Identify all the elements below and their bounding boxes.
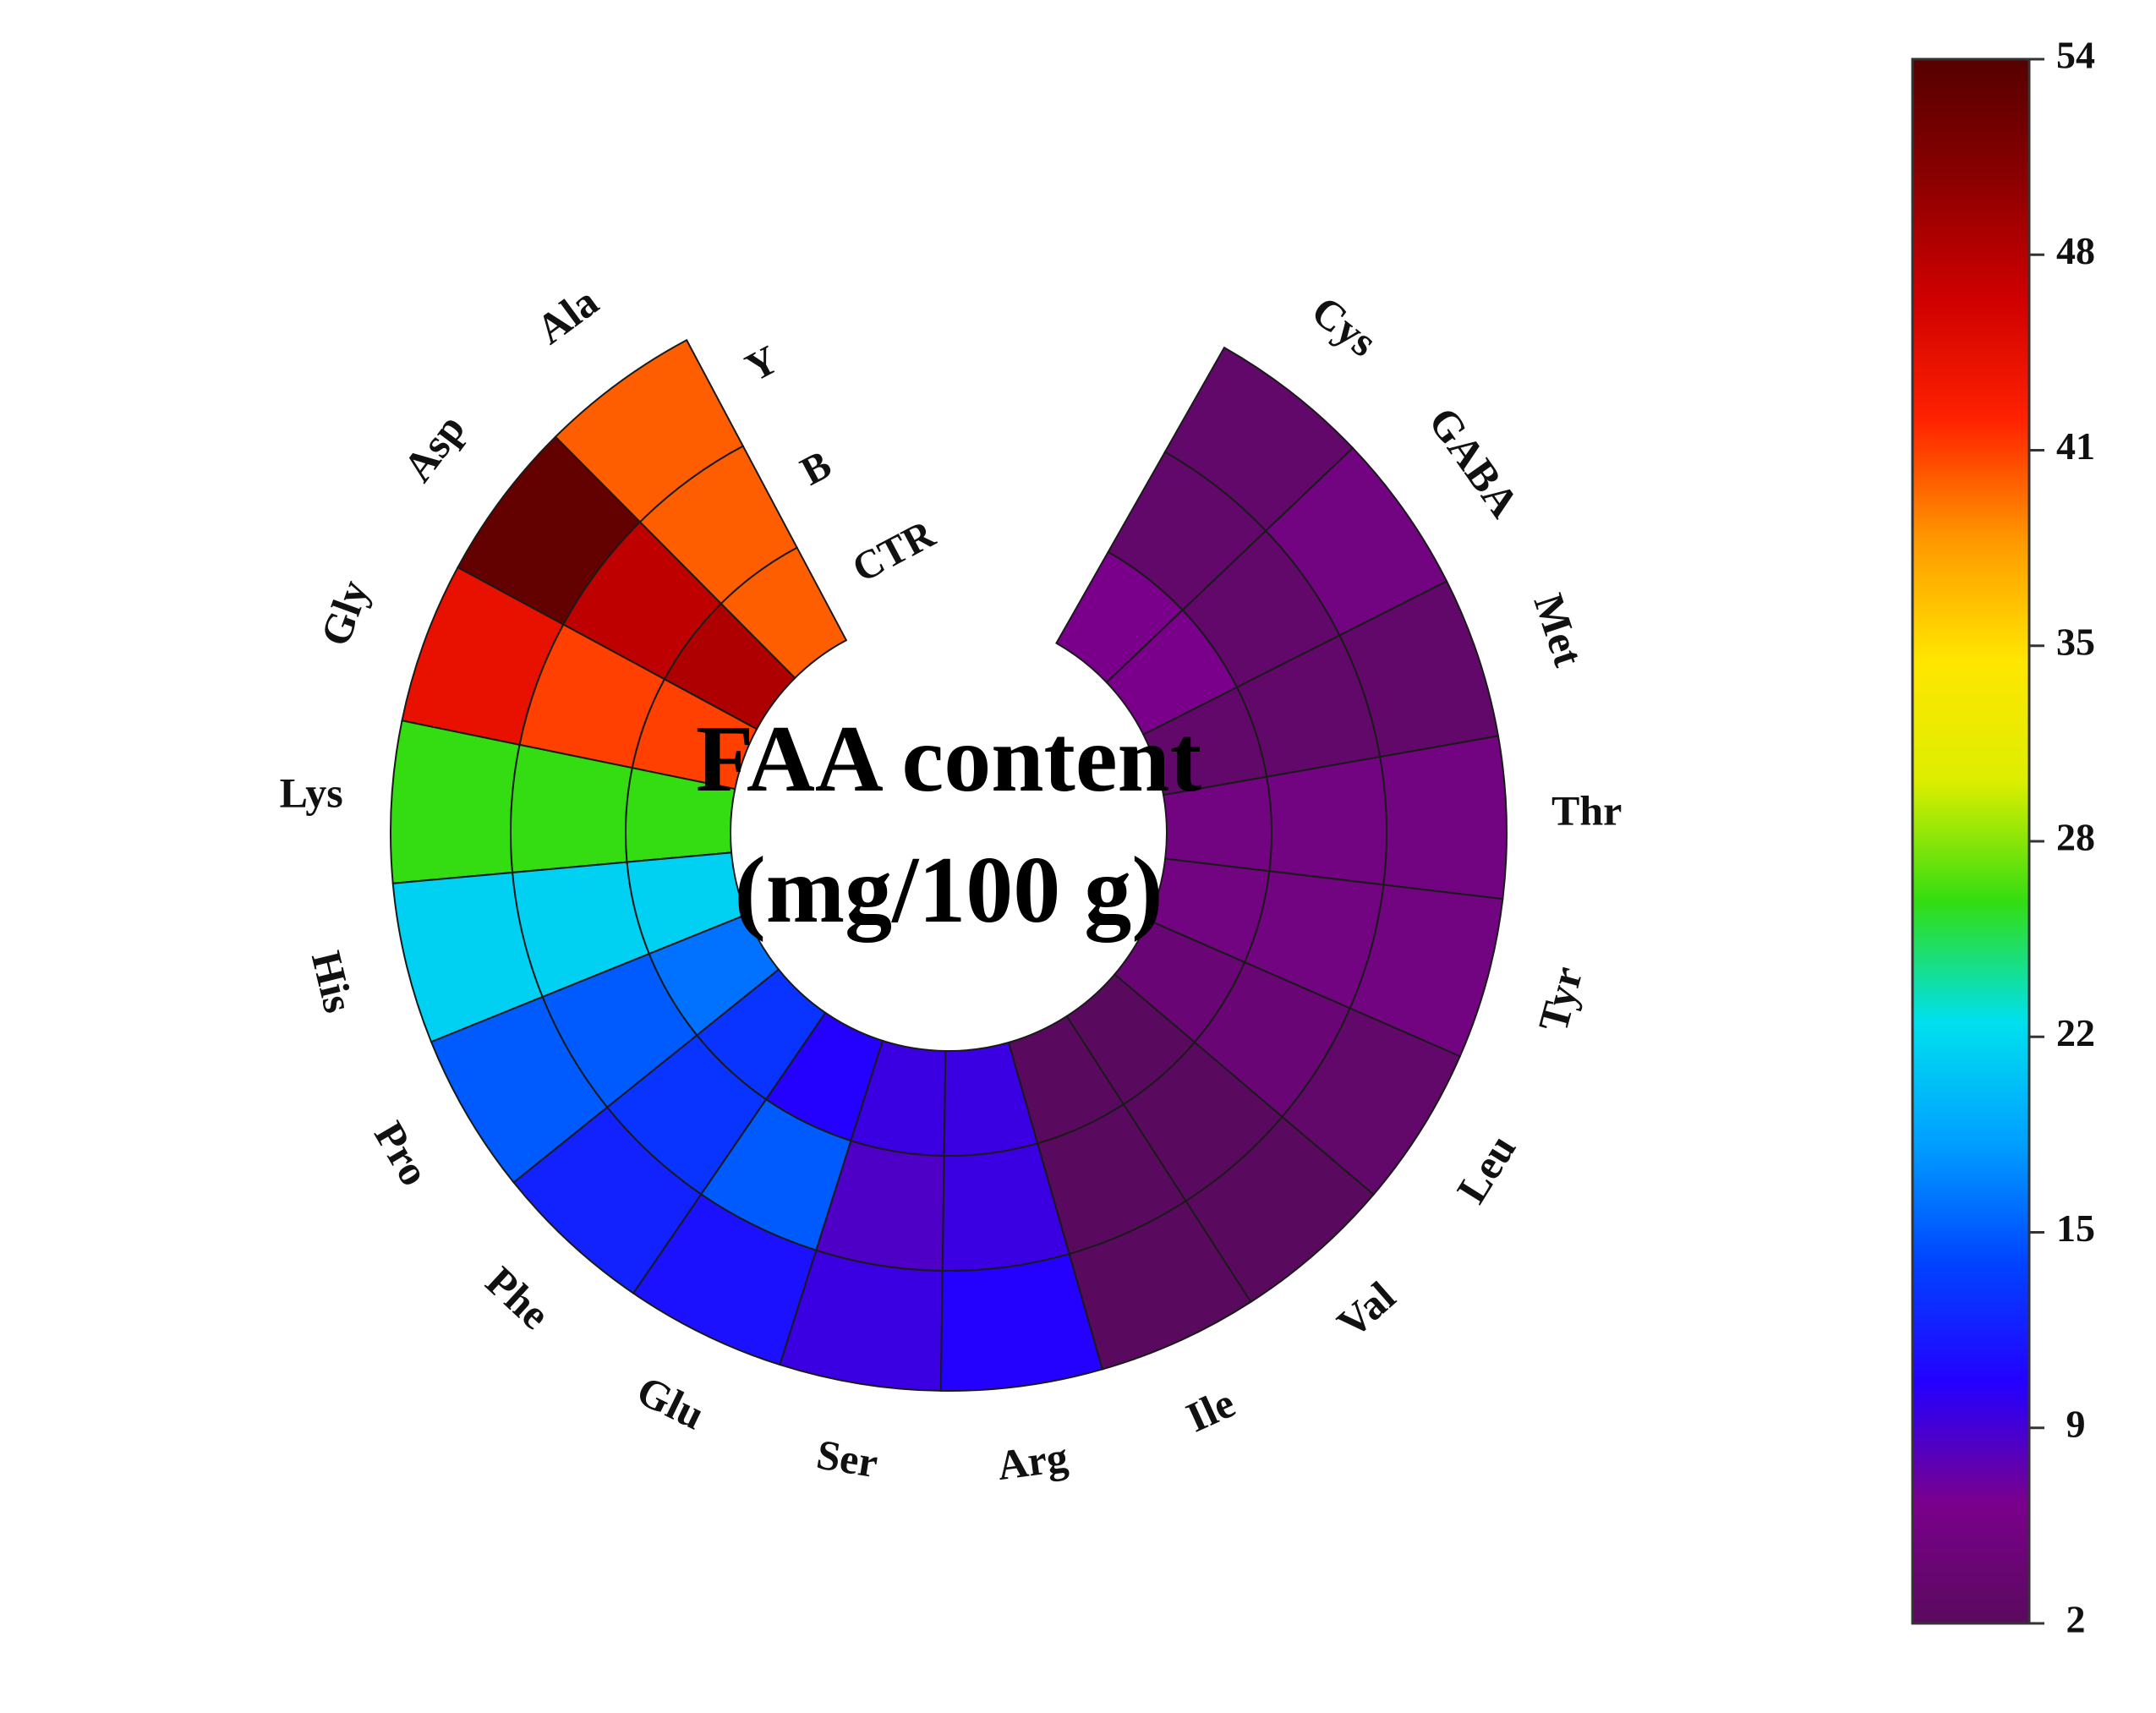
ring-label-b: B [794,442,839,495]
colorbar-gradient [1911,57,2031,1625]
category-label-ile: Ile [1179,1379,1242,1442]
category-label-gly: Gly [311,574,378,652]
category-label-glu: Glu [630,1366,712,1439]
colorbar-tick-label: 54 [2056,34,2095,77]
category-label-leu: Leu [1447,1126,1525,1211]
category-label-arg: Arg [994,1433,1070,1490]
colorbar-tick-label: 41 [2056,424,2095,468]
ring-label-ctr: CTR [845,511,944,591]
category-label-pro: Pro [365,1114,439,1194]
category-label-thr: Thr [1551,786,1622,834]
category-label-cys: Cys [1303,287,1386,366]
colorbar-tick-label: 2 [2066,1598,2086,1641]
colorbar-tick-label: 28 [2056,816,2095,859]
cell-b-thr [1266,755,1387,886]
cell-y-thr [1378,735,1508,900]
category-label-ser: Ser [813,1430,881,1486]
cell-y-lys [390,720,521,884]
colorbar: 2 9 15 22 28 35 41 48 54 [1911,34,2095,1641]
cell-b-lys [510,743,633,874]
ring-label-y: Y [738,337,785,391]
colorbar-tick-label: 22 [2056,1011,2095,1054]
heatmap-cells [390,338,1508,1392]
cell-ctr-cys [1055,550,1185,684]
category-label-met: Met [1525,588,1593,672]
colorbar-tick-label: 48 [2056,229,2095,272]
colorbar-ticks: 2 9 15 22 28 35 41 48 54 [2029,34,2095,1641]
colorbar-tick-label: 9 [2066,1402,2086,1445]
category-label-tyr: Tyr [1529,961,1591,1037]
center-title-line-1: FAA content [696,707,1201,812]
category-label-phe: Phe [477,1257,559,1338]
center-title-line-2: (mg/100 g) [734,838,1163,943]
category-label-gaba: GABA [1420,398,1529,525]
category-label-lys: Lys [280,769,343,816]
colorbar-tick-label: 15 [2056,1207,2095,1250]
category-label-his: His [303,947,363,1017]
category-label-ala: Ala [528,277,607,353]
category-label-asp: Asp [394,405,474,490]
category-label-val: Val [1328,1272,1404,1348]
center-title: FAA content (mg/100 g) [696,707,1201,943]
colorbar-tick-label: 35 [2056,620,2095,663]
